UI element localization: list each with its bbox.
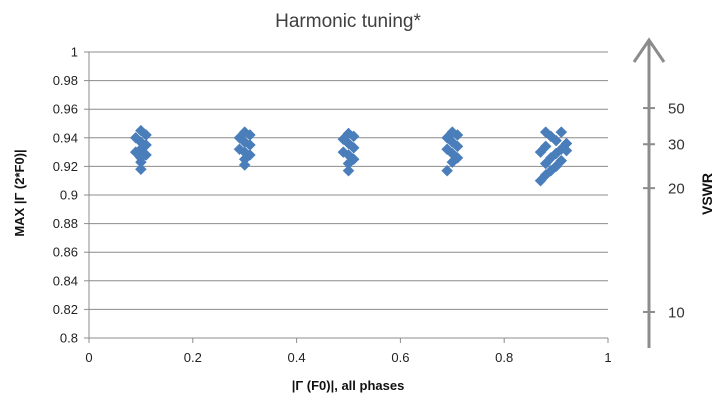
x-tick-label: 0.4 bbox=[288, 350, 306, 365]
x-axis-ticks: 0 0.2 0.4 0.6 0.8 1 bbox=[85, 350, 611, 365]
y-tick-label: 0.88 bbox=[53, 216, 78, 231]
axes bbox=[84, 51, 609, 343]
data-point bbox=[446, 156, 459, 168]
data-point bbox=[342, 164, 355, 177]
vswr-axis-title: VSWR bbox=[699, 173, 715, 215]
data-point bbox=[534, 146, 547, 158]
y-tick-label: 0.86 bbox=[53, 245, 78, 260]
data-point bbox=[451, 129, 464, 141]
y-tick-label: 0.82 bbox=[53, 302, 78, 317]
y-tick-label: 0.96 bbox=[53, 102, 78, 117]
scatter-points bbox=[129, 124, 573, 187]
y-tick-label: 0.84 bbox=[53, 273, 78, 288]
y-tick-label: 0.92 bbox=[53, 159, 78, 174]
y-tick-label: 0.94 bbox=[53, 130, 78, 145]
vswr-tick-label: 20 bbox=[668, 181, 685, 198]
data-point bbox=[451, 140, 464, 153]
vswr-tick-label: 50 bbox=[668, 101, 685, 118]
x-tick-label: 0.6 bbox=[391, 350, 409, 365]
data-point bbox=[560, 144, 573, 157]
vswr-tick-label: 30 bbox=[668, 137, 685, 154]
y-axis-ticks: 0.8 0.82 0.84 0.86 0.88 0.9 0.92 0.94 0.96 0.98 1 bbox=[53, 45, 78, 346]
vswr-axis: 50 30 20 10 bbox=[632, 37, 685, 348]
data-point bbox=[135, 163, 147, 176]
y-axis-title: MAX |Γ (2*F0)| bbox=[12, 149, 27, 236]
data-point bbox=[347, 141, 360, 154]
x-axis-title: |Γ (F0)|, all phases bbox=[292, 378, 405, 393]
x-tick-label: 0.8 bbox=[495, 350, 513, 365]
data-point bbox=[441, 164, 453, 177]
data-point bbox=[539, 157, 552, 170]
data-point bbox=[550, 134, 562, 147]
y-tick-label: 0.98 bbox=[53, 73, 78, 88]
grid-lines bbox=[89, 51, 608, 310]
data-point bbox=[238, 159, 251, 171]
y-tick-label: 1 bbox=[71, 45, 78, 60]
chart-title: Harmonic tuning* bbox=[275, 11, 421, 32]
data-point bbox=[555, 126, 568, 138]
vswr-tick-label: 10 bbox=[668, 304, 685, 321]
y-tick-label: 0.8 bbox=[60, 331, 78, 346]
vswr-arrowhead-icon bbox=[632, 37, 666, 63]
x-tick-label: 0.2 bbox=[184, 350, 202, 365]
x-tick-label: 1 bbox=[604, 350, 611, 365]
y-tick-label: 0.9 bbox=[60, 188, 78, 203]
data-point bbox=[534, 174, 547, 187]
x-tick-label: 0 bbox=[85, 350, 92, 365]
data-point bbox=[347, 130, 360, 143]
